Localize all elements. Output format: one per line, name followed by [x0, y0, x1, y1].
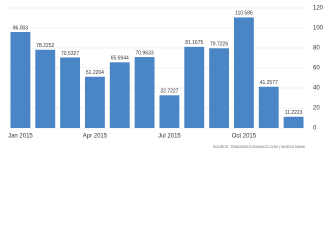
x-tick-label: Oct 2015: [232, 134, 257, 140]
bar: [109, 62, 130, 128]
bar: [184, 46, 205, 128]
bar: [84, 76, 105, 128]
bar: [233, 17, 254, 128]
y-tick-label: 120: [313, 6, 324, 12]
bar: [60, 57, 81, 128]
bar: [10, 31, 31, 128]
value-label: 65.6944: [111, 56, 129, 62]
bar: [258, 86, 279, 128]
y-tick-label: 100: [313, 26, 324, 32]
value-label: 110.586: [235, 11, 253, 17]
bar: [283, 116, 304, 128]
bar: [159, 95, 180, 128]
value-label: 78.2252: [36, 43, 54, 49]
y-tick-label: 60: [313, 66, 320, 72]
source-note: SOURCE: TRADINGECONOMICS.COM | WORLD BAN…: [213, 145, 306, 149]
y-tick-label: 20: [313, 106, 320, 112]
value-label: 70.9633: [136, 50, 154, 56]
y-tick-label: 80: [313, 46, 320, 52]
value-label: 51.2204: [86, 70, 104, 76]
y-tick-label: 40: [313, 86, 320, 92]
value-label: 70.5327: [61, 51, 79, 57]
value-label: 32.7227: [160, 89, 178, 95]
y-tick-label: 0: [313, 126, 317, 132]
value-label: 41.2577: [260, 80, 278, 86]
bar: [134, 57, 155, 129]
bar: [35, 49, 56, 129]
x-tick-label: Jan 2015: [8, 134, 33, 140]
chart: SOURCE: TRADINGECONOMICS.COM | WORLD BAN…: [8, 6, 324, 149]
value-label: 96.003: [13, 25, 29, 31]
value-label: 79.7226: [210, 42, 228, 48]
bar: [209, 48, 230, 128]
value-label: 11.2223: [285, 110, 303, 116]
x-tick-label: Apr 2015: [83, 134, 108, 140]
value-label: 81.1675: [185, 40, 203, 46]
x-tick-label: Jul 2015: [158, 134, 181, 140]
